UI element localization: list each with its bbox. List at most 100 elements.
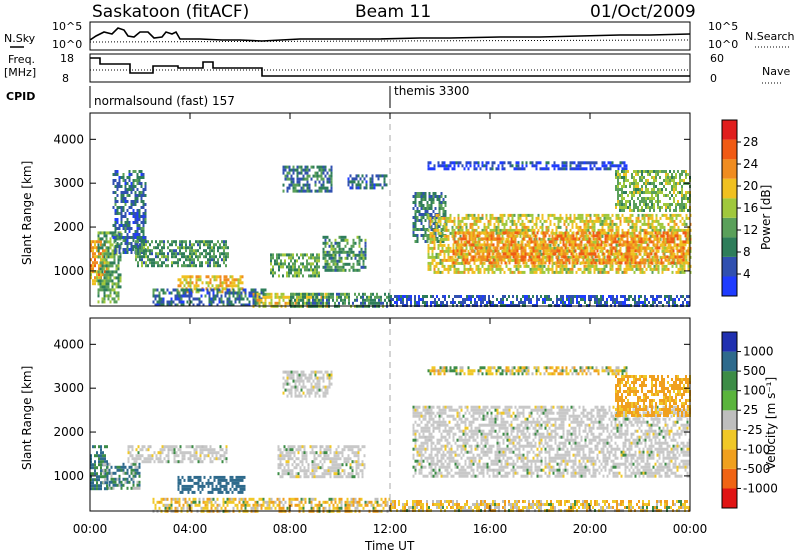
- power-echo-cell: [633, 179, 635, 182]
- power-echo-cell: [293, 169, 295, 172]
- power-echo-cell: [112, 231, 114, 234]
- power-echo-cell: [445, 204, 447, 207]
- power-echo-cell: [635, 170, 637, 173]
- power-echo-cell: [592, 161, 594, 164]
- power-echo-cell: [549, 234, 551, 237]
- power-echo-cell: [545, 261, 547, 264]
- power-echo-cell: [127, 233, 129, 236]
- power-echo-cell: [590, 226, 592, 229]
- power-echo-cell: [114, 261, 116, 264]
- power-echo-cell: [524, 214, 526, 217]
- power-echo-cell: [339, 266, 341, 269]
- power-echo-cell: [453, 237, 455, 240]
- power-echo-cell: [558, 271, 560, 274]
- power-echo-cell: [598, 167, 600, 170]
- power-echo-cell: [465, 231, 467, 234]
- power-echo-cell: [110, 294, 112, 297]
- power-echo-cell: [552, 271, 554, 274]
- power-echo-cell: [127, 221, 129, 224]
- power-echo-cell: [127, 200, 129, 203]
- power-echo-cell: [306, 259, 308, 262]
- power-echo-cell: [657, 188, 659, 191]
- power-echo-cell: [647, 252, 649, 255]
- power-echo-cell: [191, 258, 193, 261]
- power-echo-cell: [604, 217, 606, 220]
- power-echo-cell: [351, 245, 353, 248]
- power-echo-cell: [657, 231, 659, 234]
- power-echo-cell: [490, 217, 492, 220]
- power-echo-cell: [344, 302, 346, 305]
- power-echo-cell: [278, 265, 280, 268]
- power-echo-cell: [470, 265, 472, 268]
- power-echo-cell: [611, 246, 613, 249]
- power-echo-cell: [413, 228, 415, 231]
- power-echo-cell: [290, 259, 292, 262]
- power-echo-cell: [462, 164, 464, 167]
- power-echo-cell: [115, 203, 117, 206]
- power-echo-cell: [542, 217, 544, 220]
- power-echo-cell: [663, 261, 665, 264]
- power-echo-cell: [645, 231, 647, 234]
- power-echo-cell: [658, 265, 660, 268]
- power-echo-cell: [335, 239, 337, 242]
- power-echo-cell: [571, 234, 573, 237]
- power-echo-cell: [110, 237, 112, 240]
- power-echo-cell: [540, 161, 542, 164]
- power-echo-cell: [580, 220, 582, 223]
- power-echo-cell: [446, 259, 448, 262]
- power-echo-cell: [270, 256, 272, 259]
- power-echo-cell: [631, 255, 633, 258]
- power-echo-cell: [616, 217, 618, 220]
- power-echo-cell: [509, 258, 511, 261]
- power-echo-cell: [319, 169, 321, 172]
- power-echo-cell: [643, 191, 645, 194]
- power-echo-cell: [421, 204, 423, 207]
- power-echo-cell: [504, 167, 506, 170]
- beam-title: Beam 11: [355, 2, 431, 22]
- power-echo-cell: [110, 270, 112, 273]
- power-echo-cell: [119, 206, 121, 209]
- power-echo-cell: [348, 299, 350, 302]
- power-echo-cell: [584, 226, 586, 229]
- power-echo-cell: [157, 252, 159, 255]
- power-echo-cell: [526, 214, 528, 217]
- power-echo-cell: [656, 226, 658, 229]
- power-echo-cell: [115, 239, 117, 242]
- power-echo-cell: [127, 251, 129, 254]
- power-echo-cell: [123, 179, 125, 182]
- power-echo-cell: [619, 243, 621, 246]
- power-echo-cell: [546, 268, 548, 271]
- power-echo-cell: [323, 236, 325, 239]
- power-echo-cell: [145, 243, 147, 246]
- power-echo-cell: [497, 237, 499, 240]
- power-echo-cell: [602, 223, 604, 226]
- power-echo-cell: [319, 175, 321, 178]
- power-echo-cell: [656, 265, 658, 268]
- power-echo-cell: [127, 209, 129, 212]
- power-echo-cell: [474, 271, 476, 274]
- power-echo-cell: [535, 240, 537, 243]
- power-echo-cell: [533, 234, 535, 237]
- power-echo-cell: [297, 184, 299, 187]
- power-echo-cell: [102, 243, 104, 246]
- power-echo-cell: [240, 275, 242, 278]
- power-echo-cell: [612, 223, 614, 226]
- power-echo-cell: [632, 268, 634, 271]
- power-echo-cell: [316, 265, 318, 268]
- power-echo-cell: [133, 248, 135, 251]
- power-echo-cell: [479, 246, 481, 249]
- power-echo-cell: [563, 252, 565, 255]
- power-echo-cell: [456, 271, 458, 274]
- power-echo-cell: [376, 302, 378, 305]
- power-echo-cell: [572, 271, 574, 274]
- power-echo-cell: [342, 302, 344, 305]
- power-echo-cell: [673, 252, 675, 255]
- power-echo-cell: [492, 161, 494, 164]
- power-echo-cell: [473, 231, 475, 234]
- power-echo-cell: [538, 262, 540, 265]
- power-echo-cell: [620, 161, 622, 164]
- power-echo-cell: [641, 206, 643, 209]
- power-echo-cell: [493, 234, 495, 237]
- power-echo-cell: [496, 268, 498, 271]
- power-echo-cell: [413, 234, 415, 237]
